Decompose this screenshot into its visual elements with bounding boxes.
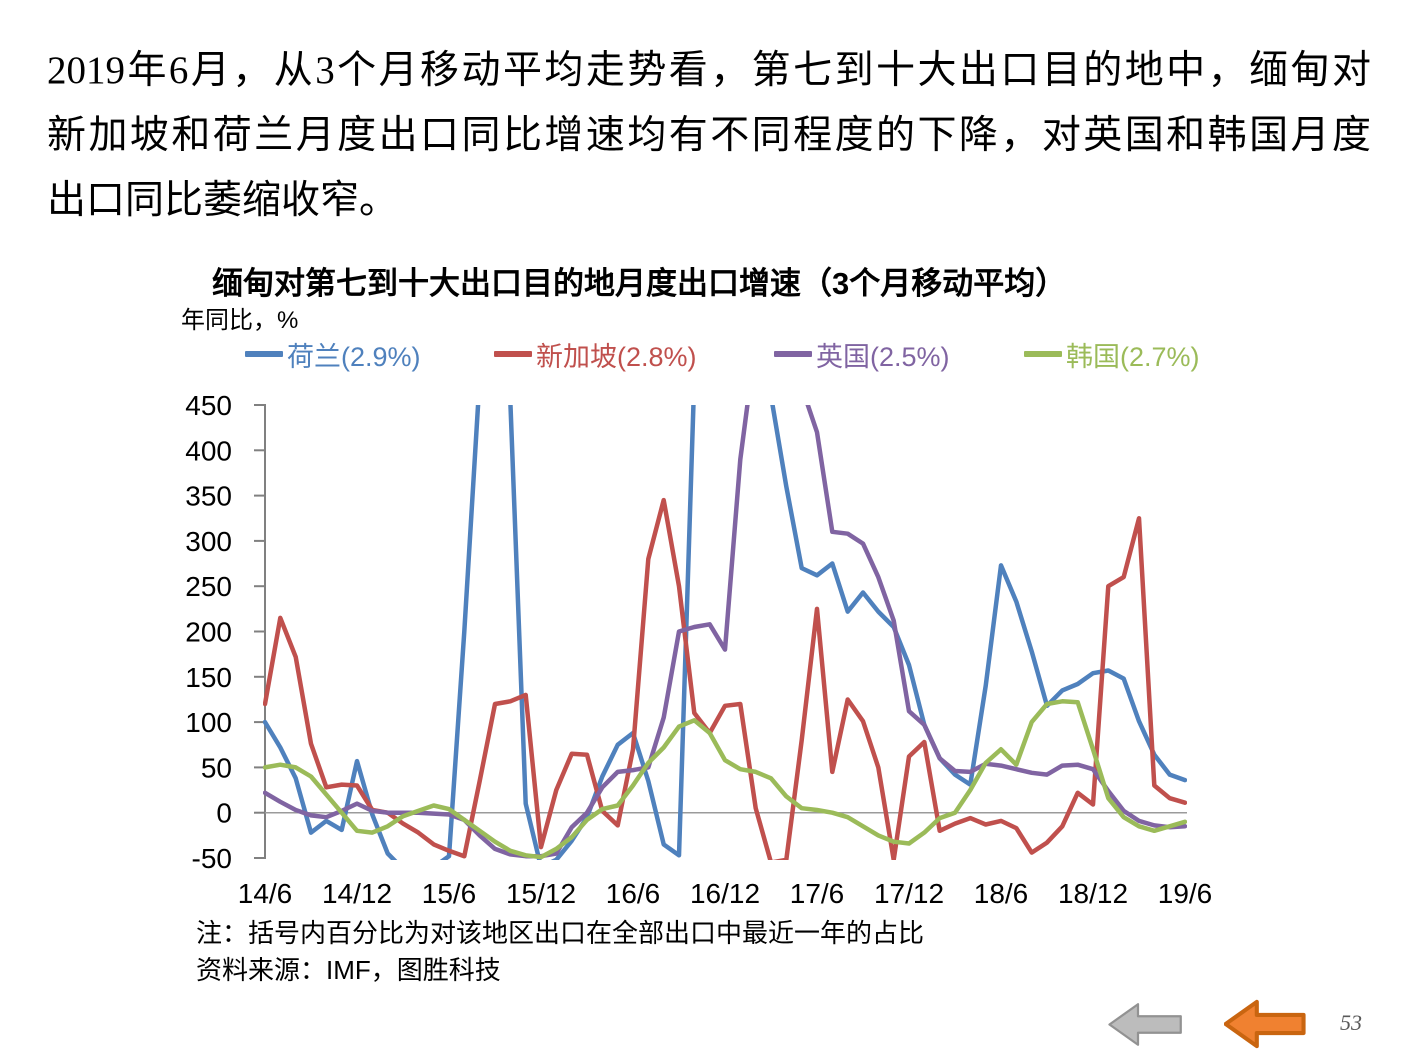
nav-back-arrow-gray[interactable] [1108, 1002, 1183, 1047]
series-lines [263, 405, 1187, 860]
y-tick-label: 50 [201, 752, 232, 783]
intro-line-3: 出口同比萎缩收窄。 [47, 179, 399, 222]
x-tick-label: 17/12 [874, 878, 944, 909]
y-tick-label: 450 [185, 390, 232, 421]
chart-title: 缅甸对第七到十大出口目的地月度出口增速（3个月移动平均） [212, 266, 1067, 301]
x-tick-label: 18/6 [974, 878, 1029, 909]
legend-swatch-uk [774, 351, 812, 357]
legend-label-uk: 英国(2.5%) [816, 341, 950, 372]
x-tick-label: 15/12 [506, 878, 576, 909]
chart-note: 注：括号内百分比为对该地区出口在全部出口中最近一年的占比 [196, 918, 925, 948]
x-tick-label: 14/6 [238, 878, 293, 909]
x-tick-label: 17/6 [790, 878, 845, 909]
legend-swatch-korea [1024, 351, 1062, 357]
x-tick-label: 14/12 [322, 878, 392, 909]
x-tick-label: 18/12 [1058, 878, 1128, 909]
y-tick-label: 200 [185, 617, 232, 648]
x-tick-label: 16/12 [690, 878, 760, 909]
legend-item-korea: 韩国(2.7%) [1024, 338, 1200, 372]
intro-line-1: 2019年6月，从3个月移动平均走势看，第七到十大出口目的地中，缅甸对 [47, 49, 1371, 92]
y-tick-label: 350 [185, 481, 232, 512]
y-tick-label: 400 [185, 435, 232, 466]
x-tick-label: 19/6 [1158, 878, 1213, 909]
chart-source: 资料来源：IMF，图胜科技 [196, 955, 501, 985]
y-tick-label: 300 [185, 526, 232, 557]
series-line-singapore [263, 497, 1187, 860]
y-tick-label: -50 [192, 843, 232, 874]
left-arrow-icon [1224, 999, 1306, 1049]
intro-paragraph: 2019年6月，从3个月移动平均走势看，第七到十大出口目的地中，缅甸对 新加坡和… [47, 38, 1371, 233]
y-axis: 450 400 350 300 250 200 150 100 50 0 -50 [185, 390, 266, 874]
legend-label-korea: 韩国(2.7%) [1066, 341, 1200, 372]
legend-label-netherlands: 荷兰(2.9%) [287, 341, 421, 372]
y-axis-unit-label: 年同比，% [181, 307, 299, 334]
x-tick-label: 16/6 [606, 878, 661, 909]
y-tick-label: 250 [185, 571, 232, 602]
y-tick-label: 150 [185, 662, 232, 693]
left-arrow-icon [1108, 1003, 1182, 1046]
series-line-netherlands [263, 405, 1187, 860]
intro-line-2: 新加坡和荷兰月度出口同比增速均有不同程度的下降，对英国和韩国月度 [47, 114, 1371, 157]
series-line-korea [263, 699, 1187, 860]
x-axis-labels: 14/6 14/12 15/6 15/12 16/6 16/12 17/6 17/12 18/6… [238, 878, 1213, 909]
legend-item-uk: 英国(2.5%) [774, 338, 950, 372]
legend-label-singapore: 新加坡(2.8%) [536, 341, 697, 372]
legend-swatch-netherlands [245, 351, 283, 357]
page-number: 53 [1340, 1010, 1362, 1035]
legend-item-netherlands: 荷兰(2.9%) [245, 338, 421, 372]
y-tick-label: 0 [216, 798, 232, 829]
legend-swatch-singapore [494, 351, 532, 357]
x-tick-label: 15/6 [422, 878, 477, 909]
y-tick-label: 100 [185, 707, 232, 738]
nav-back-arrow-orange[interactable] [1224, 995, 1306, 1053]
series-line-uk [263, 405, 1187, 859]
legend-item-singapore: 新加坡(2.8%) [494, 338, 697, 372]
